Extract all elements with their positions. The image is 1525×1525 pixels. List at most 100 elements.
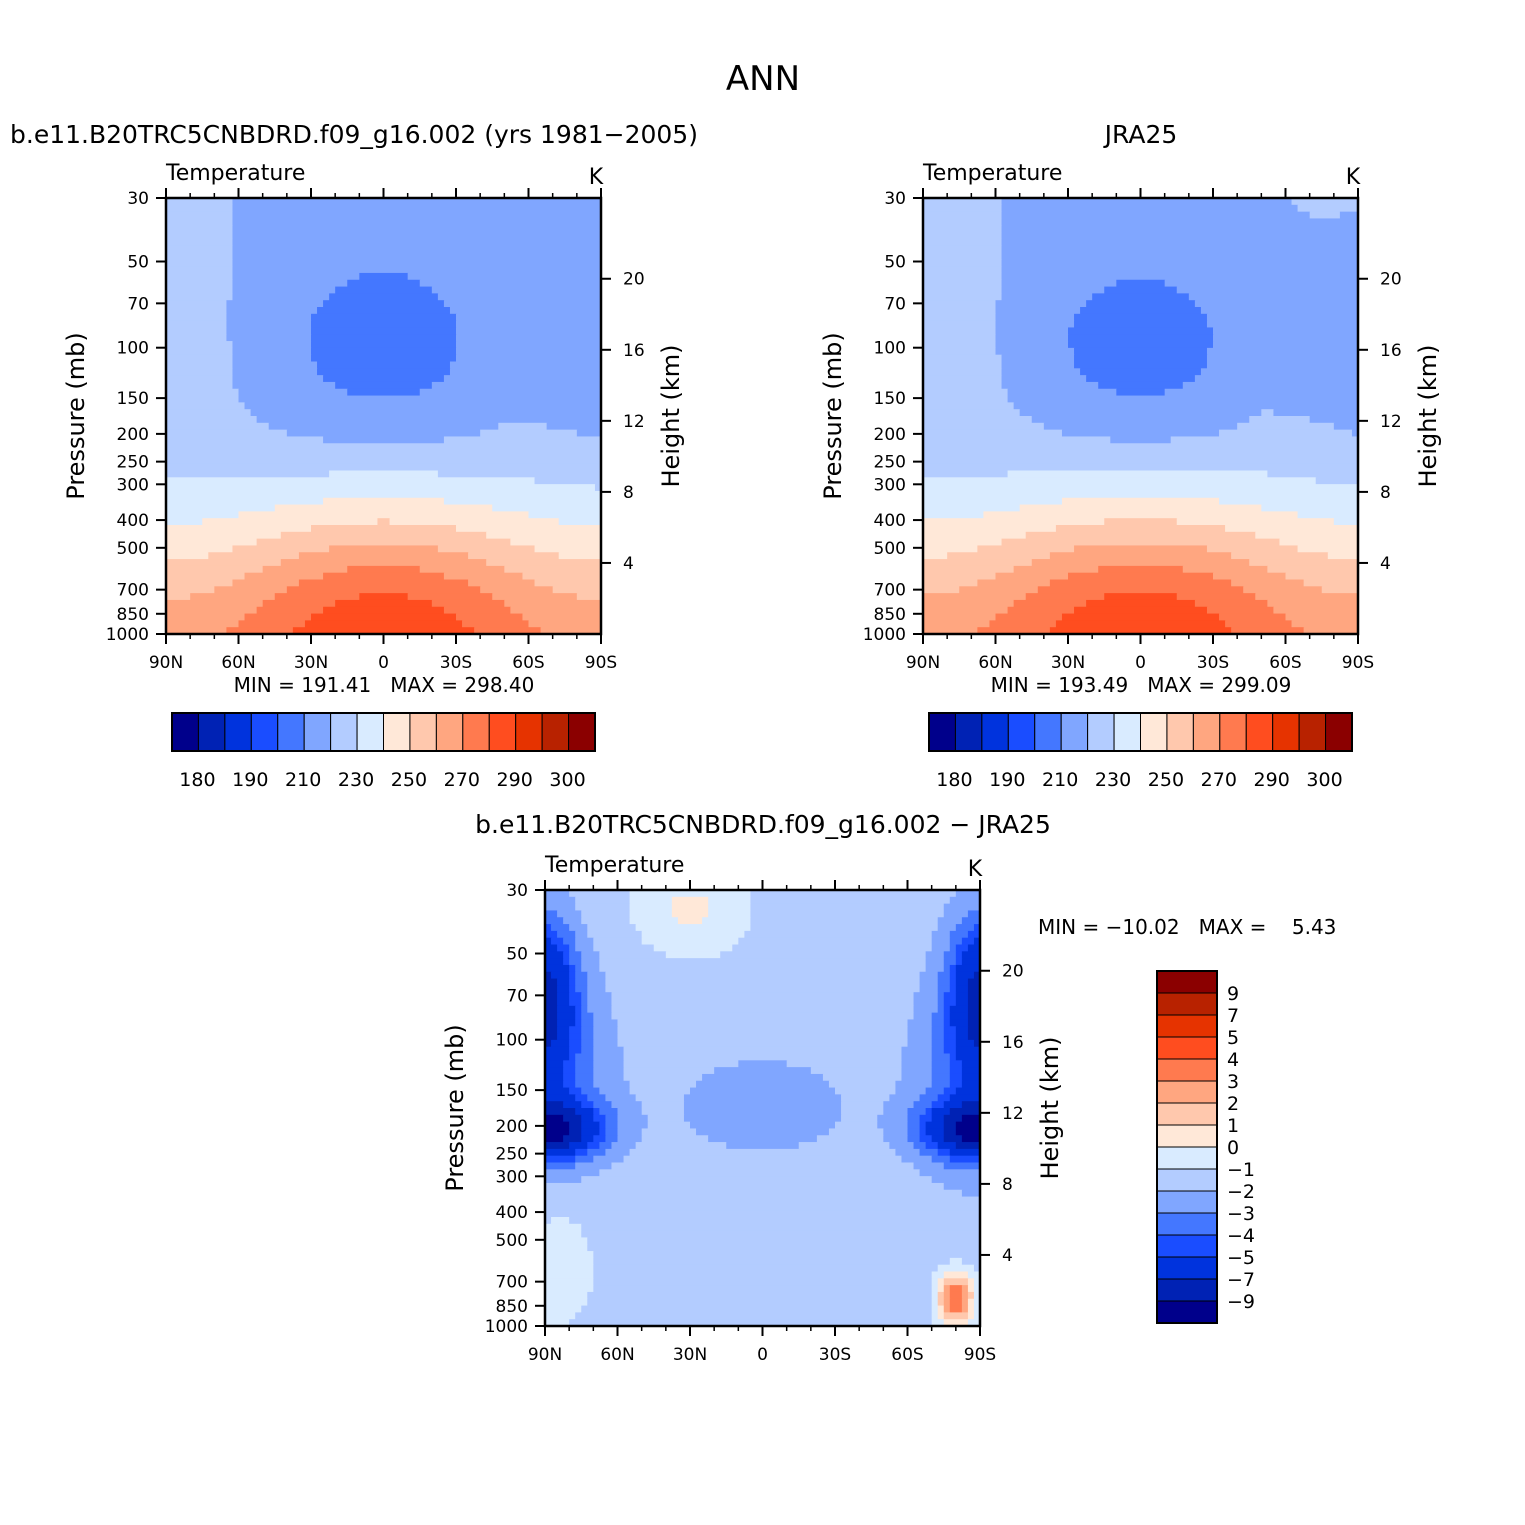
colorbar-box — [1007, 712, 1036, 752]
variable-label: Temperature — [544, 853, 684, 878]
y-right-tick-label: 8 — [1380, 483, 1391, 503]
panel-title: JRA25 — [1103, 120, 1178, 149]
y-tick-label: 1000 — [863, 625, 906, 645]
colorbar-box — [1156, 1212, 1218, 1236]
colorbar-label: −5 — [1227, 1247, 1255, 1269]
colorbar-label: 0 — [1227, 1137, 1239, 1159]
y-right-tick-label: 16 — [1002, 1033, 1024, 1053]
y-tick-label: 700 — [874, 581, 906, 601]
y-tick-label: 100 — [496, 1031, 528, 1051]
y-axis-label: Pressure (mb) — [62, 332, 90, 499]
colorbar-label: 230 — [1095, 769, 1131, 791]
y-tick-label: 850 — [496, 1297, 528, 1317]
colorbar-box — [541, 712, 570, 752]
colorbar-box — [409, 712, 437, 752]
y-tick-label: 70 — [506, 986, 528, 1006]
y-tick-label: 50 — [884, 253, 906, 273]
colorbar-box — [1156, 1124, 1218, 1148]
y-tick-label: 150 — [874, 389, 906, 409]
colorbar-label: 190 — [989, 769, 1025, 791]
colorbar-box — [1156, 1036, 1218, 1060]
colorbar-box — [1156, 1234, 1218, 1258]
colorbar-box — [250, 712, 279, 752]
colorbar-box — [928, 712, 956, 752]
colorbar-label: 1 — [1227, 1115, 1239, 1137]
contour-fill — [545, 890, 981, 1327]
y-tick-label: 1000 — [485, 1317, 528, 1337]
y-right-axis-label: Height (km) — [1036, 1037, 1064, 1180]
colorbar-label: −3 — [1227, 1203, 1255, 1225]
contour-plot: 90N 60N 30N 0 30S 60S 90S 30 50 70 100 150 200 250300… — [863, 188, 1402, 673]
variable-label: Temperature — [922, 161, 1062, 186]
y-right-tick-label: 20 — [1002, 962, 1024, 982]
colorbar-box — [1219, 712, 1247, 752]
y-tick-label: 400 — [874, 511, 906, 531]
x-tick-label: 0 — [378, 653, 389, 673]
y-axis-label: Pressure (mb) — [819, 332, 847, 499]
units-label: K — [1346, 165, 1361, 190]
x-tick-label: 60N — [978, 653, 1012, 673]
colorbar-box — [1156, 992, 1218, 1016]
colorbar-label: 7 — [1227, 1005, 1239, 1027]
colorbar-box — [171, 712, 199, 752]
colorbar-label: 190 — [232, 769, 268, 791]
colorbar-box — [488, 712, 517, 752]
colorbar-box — [1192, 712, 1221, 752]
y-tick-label: 500 — [496, 1231, 528, 1251]
y-tick-label: 250 — [874, 453, 906, 473]
x-tick-label: 0 — [1135, 653, 1146, 673]
colorbar-box — [1298, 712, 1327, 752]
min-max-stats: MIN = −10.02 MAX = 5.43 — [1038, 915, 1336, 939]
x-tick-label: 90N — [528, 1345, 562, 1365]
colorbar-box — [1156, 1146, 1218, 1170]
y-tick-label: 100 — [874, 339, 906, 359]
colorbar-box — [1156, 1102, 1218, 1126]
y-right-tick-label: 20 — [1380, 270, 1402, 290]
y-right-tick-label: 8 — [623, 483, 634, 503]
y-tick-label: 250 — [117, 453, 149, 473]
y-tick-label: 70 — [127, 294, 149, 314]
y-tick-label: 400 — [496, 1203, 528, 1223]
colorbar-box — [303, 712, 332, 752]
y-tick-label: 150 — [496, 1081, 528, 1101]
y-right-tick-label: 16 — [623, 341, 645, 361]
x-tick-label: 30S — [440, 653, 472, 673]
y-tick-label: 300 — [117, 475, 149, 495]
colorbar-box — [1060, 712, 1089, 752]
y-tick-label: 1000 — [106, 625, 149, 645]
colorbar-label: 4 — [1227, 1049, 1239, 1071]
y-tick-label: 850 — [117, 605, 149, 625]
x-tick-label: 30N — [294, 653, 328, 673]
y-tick-label: 70 — [884, 294, 906, 314]
panel-model: b.e11.B20TRC5CNBDRD.f09_g16.002 (yrs 198… — [10, 120, 698, 791]
colorbar-label: 180 — [179, 769, 215, 791]
contour-plot: 90N 60N 30N 0 30S 60S 90S 30 50 70 100 150 200 250300… — [485, 880, 1024, 1365]
colorbar-frame — [1156, 970, 1218, 1324]
y-tick-label: 100 — [117, 339, 149, 359]
x-tick-label: 0 — [757, 1345, 768, 1365]
colorbar-box — [1156, 970, 1218, 994]
x-tick-label: 60S — [512, 653, 544, 673]
y-tick-label: 850 — [874, 605, 906, 625]
y-tick-label: 200 — [117, 425, 149, 445]
colorbar-box — [568, 712, 596, 752]
colorbar-box — [277, 712, 305, 752]
units-label: K — [968, 857, 983, 882]
y-tick-label: 300 — [496, 1167, 528, 1187]
y-tick-label: 700 — [496, 1273, 528, 1293]
colorbar-label: 3 — [1227, 1071, 1239, 1093]
x-tick-label: 90S — [1342, 653, 1374, 673]
y-tick-label: 700 — [117, 581, 149, 601]
y-right-axis-label: Height (km) — [657, 345, 685, 488]
min-max-stats: MIN = 193.49 MAX = 299.09 — [991, 673, 1292, 697]
colorbar-box — [1156, 1256, 1218, 1280]
colorbar-box — [1156, 1278, 1218, 1302]
y-tick-label: 50 — [127, 253, 149, 273]
variable-label: Temperature — [165, 161, 305, 186]
colorbar-box — [197, 712, 226, 752]
y-tick-label: 50 — [506, 945, 528, 965]
colorbar-box — [1245, 712, 1274, 752]
panel-title: b.e11.B20TRC5CNBDRD.f09_g16.002 (yrs 198… — [10, 120, 698, 149]
